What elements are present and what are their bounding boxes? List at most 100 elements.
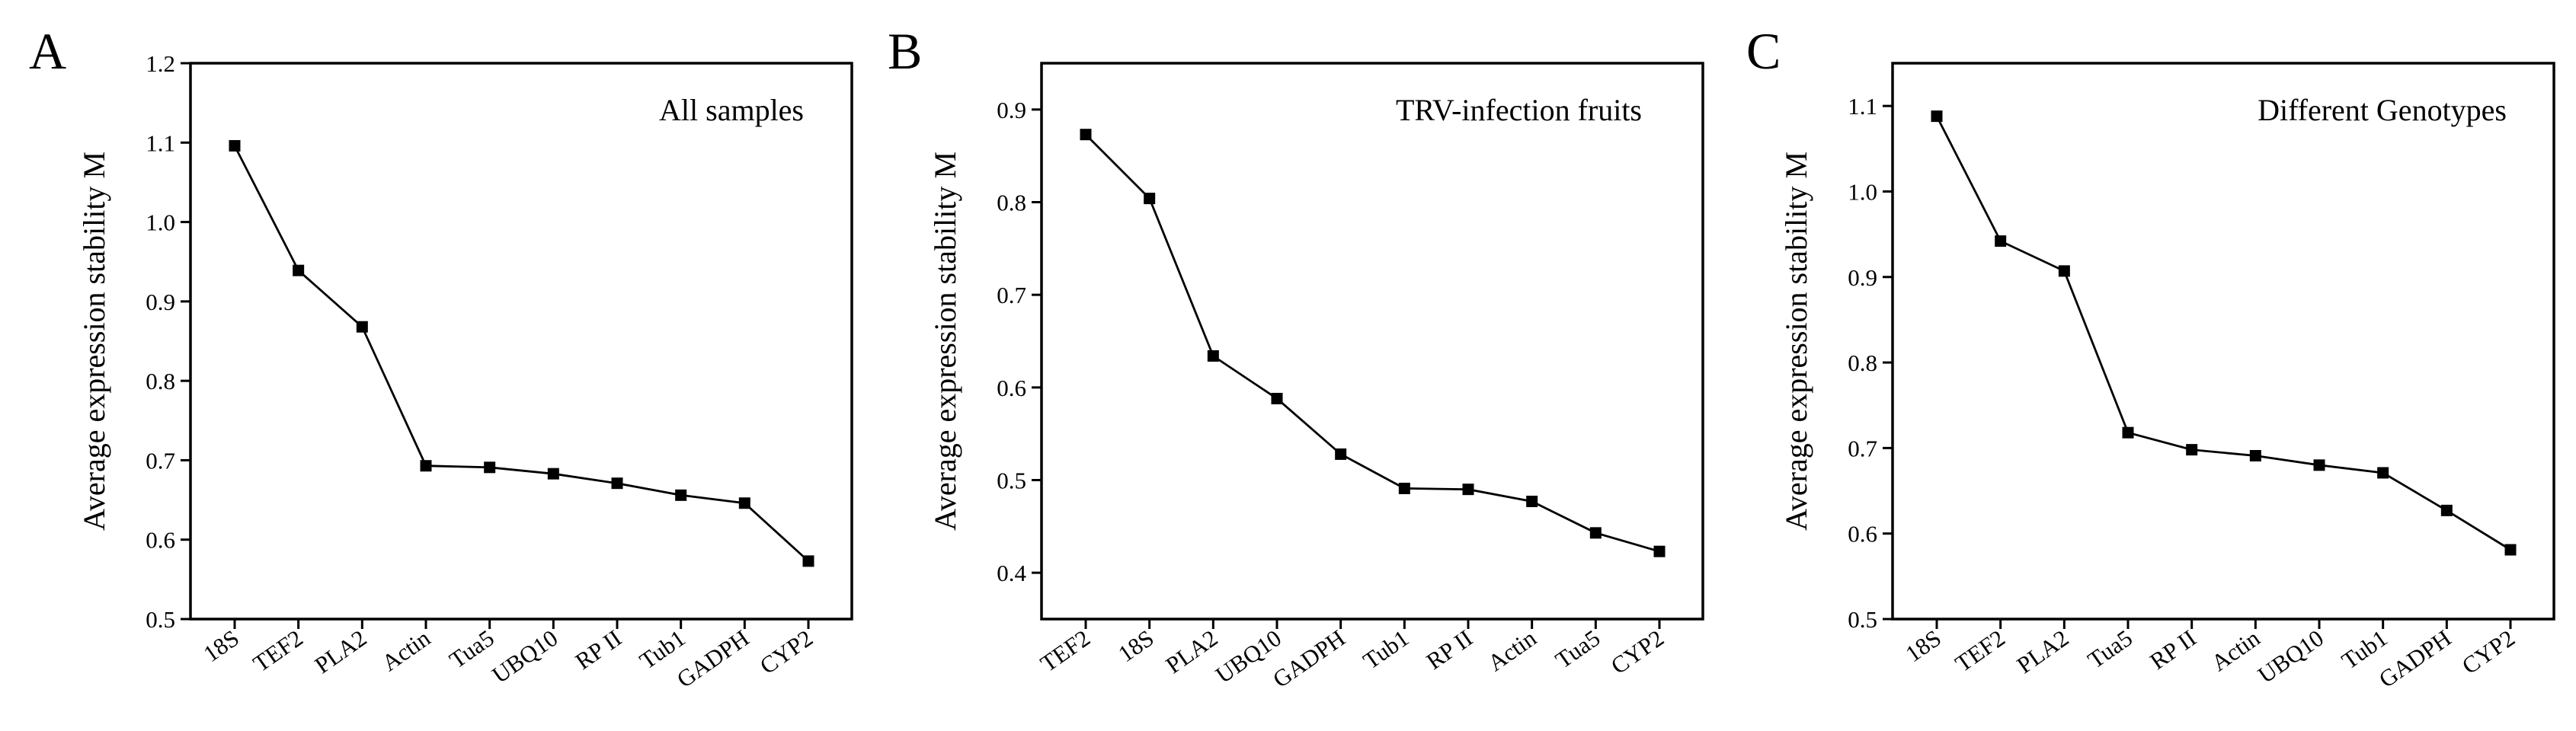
data-point: [1653, 545, 1666, 557]
data-point: [1144, 193, 1156, 205]
y-tick-label: 0.5: [146, 606, 175, 633]
data-point: [293, 264, 305, 276]
x-tick-label: CYP2: [755, 624, 818, 679]
x-tick-label: Tub1: [1358, 624, 1414, 675]
markers-c: [1931, 110, 2517, 556]
data-point: [2249, 449, 2261, 461]
y-tick-label: 0.8: [1848, 350, 1877, 376]
data-point: [484, 461, 496, 474]
y-ticks-b: 0.4 0.5 0.6 0.7 0.8 0.9: [997, 97, 1042, 586]
data-point: [675, 489, 687, 501]
x-tick-label: 18S: [1113, 624, 1159, 667]
y-tick-label: 1.1: [146, 129, 175, 156]
data-point: [802, 555, 814, 567]
plot-title-b: TRV-infection fruits: [1396, 93, 1642, 127]
data-point: [2377, 467, 2389, 479]
data-point: [2122, 426, 2134, 439]
x-tick-label: GADPH: [1268, 624, 1350, 693]
x-tick-label: RP II: [2145, 624, 2200, 675]
y-tick-label: 0.6: [1848, 521, 1877, 547]
data-point: [1526, 495, 1538, 507]
data-point: [611, 477, 623, 490]
data-point: [1207, 350, 1219, 362]
y-tick-label: 1.2: [146, 50, 175, 77]
x-tick-label: PLA2: [2012, 624, 2074, 678]
panel-letter-b: B: [888, 22, 922, 80]
data-point: [2313, 459, 2325, 471]
data-point: [1080, 129, 1092, 141]
y-axis-label-c: Average expression stability M: [1779, 152, 1813, 531]
data-point: [2440, 504, 2453, 516]
data-point: [738, 497, 750, 509]
x-tick-label: GADPH: [672, 624, 754, 693]
x-tick-label: RP II: [1422, 624, 1477, 675]
data-point: [420, 460, 432, 472]
y-tick-label: 0.4: [997, 560, 1026, 586]
data-point: [356, 321, 368, 333]
x-tick-label: RP II: [571, 624, 626, 675]
y-ticks-a: 0.5 0.6 0.7 0.8 0.9 1.0 1.1 1.2: [146, 50, 190, 633]
plot-frame-b: [1040, 62, 1704, 621]
data-point: [1931, 110, 1943, 123]
y-tick-label: 0.8: [146, 368, 175, 394]
y-tick-label: 0.8: [997, 190, 1026, 216]
plot-frame-c: [1891, 62, 2555, 621]
plot-frame-a: [189, 62, 853, 621]
x-tick-label: Actin: [1483, 624, 1541, 676]
plot-title-c: Different Genotypes: [2258, 93, 2507, 127]
x-tick-label: 18S: [1900, 624, 1946, 667]
x-tick-label: CYP2: [1606, 624, 1669, 679]
x-tick-label: GADPH: [2374, 624, 2456, 693]
data-point: [1462, 484, 1474, 496]
x-tick-label: Actin: [377, 624, 436, 676]
y-ticks-c: 0.5 0.6 0.7 0.8 0.9 1.0 1.1: [1848, 93, 1893, 633]
data-point: [2504, 544, 2517, 556]
data-point: [1398, 482, 1410, 494]
y-tick-label: 1.0: [146, 209, 175, 236]
series-line-c: [1935, 115, 2511, 551]
panel-letter-c: C: [1746, 22, 1781, 80]
y-tick-label: 0.7: [146, 447, 175, 474]
data-point: [1589, 527, 1602, 539]
data-point: [1335, 448, 1347, 460]
y-tick-label: 0.9: [146, 289, 175, 315]
y-tick-label: 0.5: [1848, 606, 1877, 633]
panel-c: C Different Genotypes Average expression…: [1746, 22, 2555, 693]
y-tick-label: 0.7: [997, 282, 1026, 308]
data-point: [2058, 265, 2070, 277]
series-line-b: [1085, 133, 1660, 553]
panel-letter-a: A: [29, 22, 66, 80]
x-tick-label: Tua5: [2083, 624, 2137, 674]
x-tick-label: TEF2: [1035, 624, 1095, 677]
x-tick-label: TEF2: [1950, 624, 2010, 677]
panel-a: A All samples Average expression stabili…: [29, 22, 853, 693]
markers-b: [1080, 129, 1666, 557]
x-tick-label: PLA2: [310, 624, 372, 678]
x-tick-label: CYP2: [2457, 624, 2520, 679]
panel-b: B TRV-infection fruits Average expressio…: [888, 22, 1704, 693]
data-point: [547, 468, 559, 480]
y-tick-label: 0.7: [1848, 435, 1877, 461]
data-point: [1995, 235, 2007, 247]
markers-a: [229, 139, 814, 567]
x-tick-label: TEF2: [248, 624, 308, 677]
x-tick-label: UBQ10: [2253, 624, 2328, 688]
y-tick-label: 0.9: [997, 97, 1026, 123]
x-tick-label: Tua5: [1550, 624, 1605, 674]
series-line-a: [233, 145, 809, 562]
y-tick-label: 1.0: [1848, 178, 1877, 205]
y-tick-label: 1.1: [1848, 93, 1877, 120]
y-tick-label: 0.5: [997, 468, 1026, 494]
y-axis-label-a: Average expression stability M: [77, 152, 111, 531]
y-tick-label: 0.6: [997, 375, 1026, 401]
data-point: [2186, 444, 2198, 456]
data-point: [229, 139, 241, 152]
x-tick-label: UBQ10: [487, 624, 562, 688]
y-tick-label: 0.6: [146, 527, 175, 554]
x-tick-label: 18S: [198, 624, 244, 667]
y-tick-label: 0.9: [1848, 264, 1877, 291]
